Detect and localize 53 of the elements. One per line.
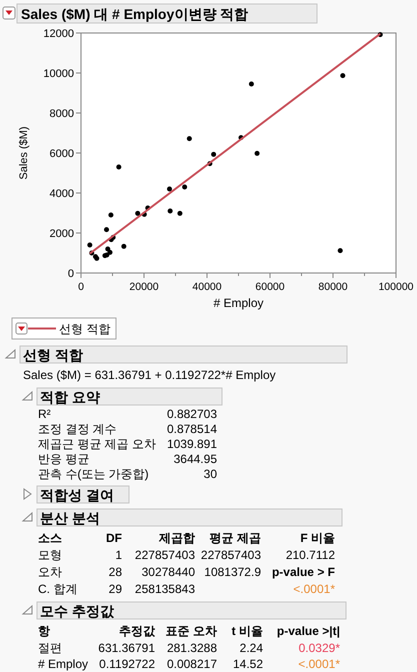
text: 선형 적합 bbox=[23, 347, 83, 363]
y-tick-label: 12000 bbox=[43, 28, 74, 40]
y-tick-label: 0 bbox=[68, 268, 74, 280]
text: 오차 28 30278440 1081372.9 p-value > F bbox=[38, 565, 335, 579]
text: C. 합계 29 258135843 <.0001* bbox=[38, 582, 335, 596]
legend-label: 선형 적합 bbox=[59, 322, 110, 336]
y-tick-label: 2000 bbox=[50, 228, 74, 240]
text: 모수 추정값 bbox=[40, 603, 115, 619]
text: 소스 DF 제곱합 평균 제곱 F 비율 bbox=[38, 531, 335, 545]
text: 항 추정값 표준 오차 t 비율 p-value >|t| bbox=[38, 624, 340, 638]
point bbox=[108, 212, 114, 218]
x-axis-title: # Employ bbox=[213, 296, 264, 310]
text: 적합 요약 bbox=[40, 389, 100, 405]
point bbox=[135, 210, 140, 216]
x-tick-label: 0 bbox=[78, 281, 84, 293]
point bbox=[340, 73, 346, 78]
text: Sales ($M) = 631.36791 + 0.1192722*# Employ bbox=[23, 368, 276, 382]
x-tick-label: 20000 bbox=[129, 281, 159, 293]
point bbox=[177, 210, 182, 216]
point bbox=[186, 136, 192, 142]
point bbox=[116, 164, 122, 170]
text: 제곱근 평균 제곱 오차 1039.891 bbox=[38, 437, 218, 451]
text: 분산 분석 bbox=[40, 510, 100, 526]
point bbox=[104, 227, 110, 232]
y-tick-label: 8000 bbox=[50, 108, 74, 120]
point bbox=[87, 242, 92, 248]
x-tick-label: 80000 bbox=[318, 281, 348, 293]
text: 절편 631.36791 281.3288 2.24 0.0329* bbox=[38, 641, 340, 655]
text: # Employ 0.1192722 0.008217 14.52 <.0001* bbox=[38, 657, 340, 671]
text: 반응 평균 3644.95 bbox=[38, 452, 217, 466]
point bbox=[167, 186, 172, 192]
y-tick-label: 10000 bbox=[43, 68, 74, 80]
text: 관측 수(또는 가중합) 30 bbox=[38, 467, 217, 481]
point bbox=[248, 82, 254, 86]
point bbox=[168, 208, 173, 214]
point bbox=[211, 152, 216, 157]
point bbox=[338, 248, 343, 254]
text: 모형 1 227857403 227857403 210.7112 bbox=[38, 548, 335, 562]
point bbox=[121, 244, 126, 249]
text: 적합성 결여 bbox=[40, 487, 114, 503]
chart-title: Sales ($M) 대 # Employ이변량 적합 bbox=[21, 6, 248, 22]
x-tick-label: 100000 bbox=[378, 281, 414, 293]
point bbox=[105, 246, 110, 252]
point bbox=[182, 184, 188, 190]
x-tick-label: 40000 bbox=[192, 281, 222, 293]
y-tick-label: 6000 bbox=[50, 148, 74, 160]
point bbox=[107, 250, 112, 255]
x-tick-label: 60000 bbox=[255, 281, 285, 293]
text: R² 0.882703 bbox=[38, 407, 217, 421]
y-axis-title: Sales ($M) bbox=[18, 126, 30, 180]
text: 조정 결정 계수 0.878514 bbox=[38, 422, 217, 436]
y-tick-label: 4000 bbox=[50, 188, 74, 200]
point bbox=[254, 150, 260, 156]
